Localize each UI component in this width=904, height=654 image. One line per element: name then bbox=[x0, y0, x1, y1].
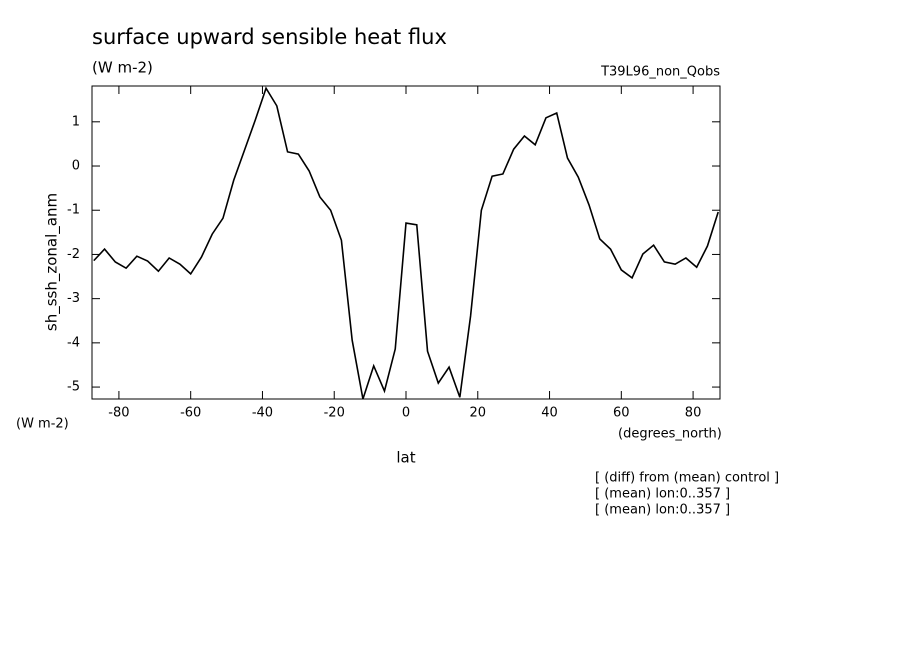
x-tick-label: -20 bbox=[324, 406, 345, 421]
y-tick-label: -2 bbox=[67, 247, 80, 262]
x-tick-label: 80 bbox=[685, 406, 702, 421]
y-tick-label: -1 bbox=[67, 203, 80, 218]
y-tick-label: 1 bbox=[72, 114, 80, 129]
units: (W m-2) bbox=[92, 59, 153, 77]
x-tick-label: -40 bbox=[252, 406, 273, 421]
data-line bbox=[93, 86, 719, 400]
note: [ (mean) lon:0..357 ] bbox=[595, 503, 730, 518]
y-tick-label: -4 bbox=[67, 335, 80, 350]
chart-title: surface upward sensible heat flux bbox=[92, 25, 447, 49]
y-tick-label: 0 bbox=[72, 159, 80, 174]
dataset: T39L96_non_Qobs bbox=[600, 65, 720, 80]
x-tick-label: 60 bbox=[613, 406, 630, 421]
x-tick-label: 20 bbox=[469, 406, 486, 421]
y-axis-label: sh_ssh_zonal_anm bbox=[43, 193, 62, 331]
x-tick-label: -80 bbox=[108, 406, 129, 421]
x-tick-label: 0 bbox=[402, 406, 410, 421]
y-tick-label: -5 bbox=[67, 380, 80, 395]
y-units: (W m-2) bbox=[16, 417, 69, 432]
x-tick-label: -60 bbox=[180, 406, 201, 421]
y-tick-label: -3 bbox=[67, 291, 80, 306]
x-axis-label: lat bbox=[396, 449, 415, 467]
x-units: (degrees_north) bbox=[618, 427, 722, 442]
note: [ (diff) from (mean) control ] bbox=[595, 471, 779, 486]
note: [ (mean) lon:0..357 ] bbox=[595, 487, 730, 502]
x-tick-label: 40 bbox=[541, 406, 558, 421]
